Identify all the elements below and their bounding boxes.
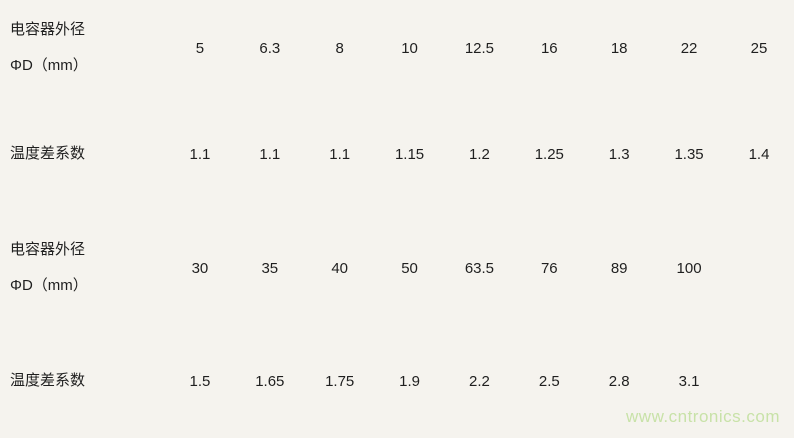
value-cell: 22	[680, 39, 698, 57]
table-row: 温度差系数 1.5 1.65 1.75 1.9 2.2 2.5 2.8 3.1	[0, 324, 794, 438]
row-header-cell: 温度差系数	[0, 96, 165, 212]
value-cell: 3.1	[678, 372, 700, 390]
row-header-cell: 电容器外径 ΦD（mm）	[0, 212, 165, 324]
value-cell: 12.5	[464, 39, 495, 57]
row-header-line: 温度差系数	[10, 145, 86, 162]
watermark: www.cntronics.com	[626, 407, 780, 426]
value-cell: 1.15	[394, 145, 425, 163]
value-cell: 1.35	[674, 145, 704, 163]
row-header-line: ΦD（mm）	[10, 277, 88, 294]
value-cell: 1.1	[259, 145, 281, 163]
value-cell: 1.75	[325, 372, 355, 390]
value-cell: 63.5	[464, 259, 495, 277]
value-cell: 1.2	[469, 145, 490, 163]
value-cell: 25	[750, 39, 768, 57]
value-cell: 50	[401, 259, 418, 277]
row-header-cell: 电容器外径 ΦD（mm）	[0, 0, 165, 96]
value-cell: 2.8	[608, 372, 630, 390]
value-cell: 1.25	[534, 145, 564, 163]
value-cell: 18	[610, 39, 628, 57]
row-header-line: 温度差系数	[10, 372, 86, 389]
value-cell: 1.5	[189, 372, 211, 390]
value-cell: 35	[261, 259, 279, 277]
table-row: 电容器外径 ΦD（mm） 30 35 40 50 63.5 76 89 100	[0, 212, 794, 324]
table-row: 电容器外径 ΦD（mm） 5 6.3 8 10 12.5 16 18 22 25	[0, 0, 794, 96]
value-cell: 1.9	[399, 372, 420, 390]
value-cell: 89	[610, 259, 628, 277]
value-cell: 5	[195, 39, 205, 57]
value-cell: 1.3	[608, 145, 630, 163]
row-header-line: ΦD（mm）	[10, 57, 88, 74]
value-cell: 2.5	[538, 372, 560, 390]
value-cell: 8	[335, 39, 344, 57]
value-cell: 2.2	[469, 372, 490, 390]
value-cell: 1.65	[255, 372, 285, 390]
row-header-cell: 温度差系数	[0, 324, 165, 438]
value-cell: 16	[540, 39, 558, 57]
value-cell: 1.1	[329, 145, 351, 163]
value-cell: 1.1	[189, 145, 211, 163]
table-row: 温度差系数 1.1 1.1 1.1 1.15 1.2 1.25 1.3 1.35…	[0, 96, 794, 212]
value-cell: 1.4	[748, 145, 770, 163]
value-cell: 76	[540, 259, 558, 277]
value-cell: 10	[401, 39, 418, 57]
value-cell	[724, 212, 794, 324]
value-cell: 40	[331, 259, 349, 277]
value-cell: 30	[191, 259, 209, 277]
value-cell: 100	[676, 259, 702, 277]
row-header-line: 电容器外径	[10, 21, 86, 38]
row-header-line: 电容器外径	[10, 241, 86, 258]
value-cell: 6.3	[259, 39, 281, 57]
